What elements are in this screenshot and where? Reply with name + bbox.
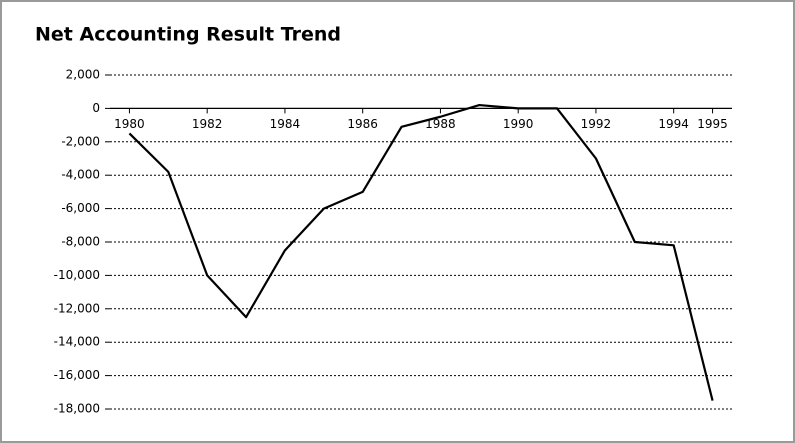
x-tick-label: 1980 (114, 117, 145, 131)
x-tick-label: 1986 (347, 117, 378, 131)
y-tick-label: -16,000 (54, 368, 100, 382)
y-tick-label: -6,000 (61, 201, 100, 215)
y-tick-label: -12,000 (54, 301, 100, 315)
x-tick-label: 1988 (425, 117, 456, 131)
y-tick-label: -10,000 (54, 268, 100, 282)
y-tick-label: 0 (92, 101, 100, 115)
y-tick-label: -18,000 (54, 402, 100, 416)
line-series (128, 103, 714, 401)
y-tick-label: -8,000 (61, 235, 100, 249)
x-tick-label: 1984 (270, 117, 301, 131)
x-tick-label: 1982 (192, 117, 223, 131)
y-tick-label: -4,000 (61, 168, 100, 182)
x-tick-label: 1990 (503, 117, 534, 131)
x-tick-label: 1995 (697, 117, 728, 131)
y-tick-label: -2,000 (61, 134, 100, 148)
y-tick-label: 2,000 (66, 68, 100, 82)
x-tick-label: 1992 (581, 117, 612, 131)
y-tick-label: -14,000 (54, 335, 100, 349)
x-tick-label: 1994 (658, 117, 689, 131)
chart-title: Net Accounting Result Trend (35, 24, 341, 46)
